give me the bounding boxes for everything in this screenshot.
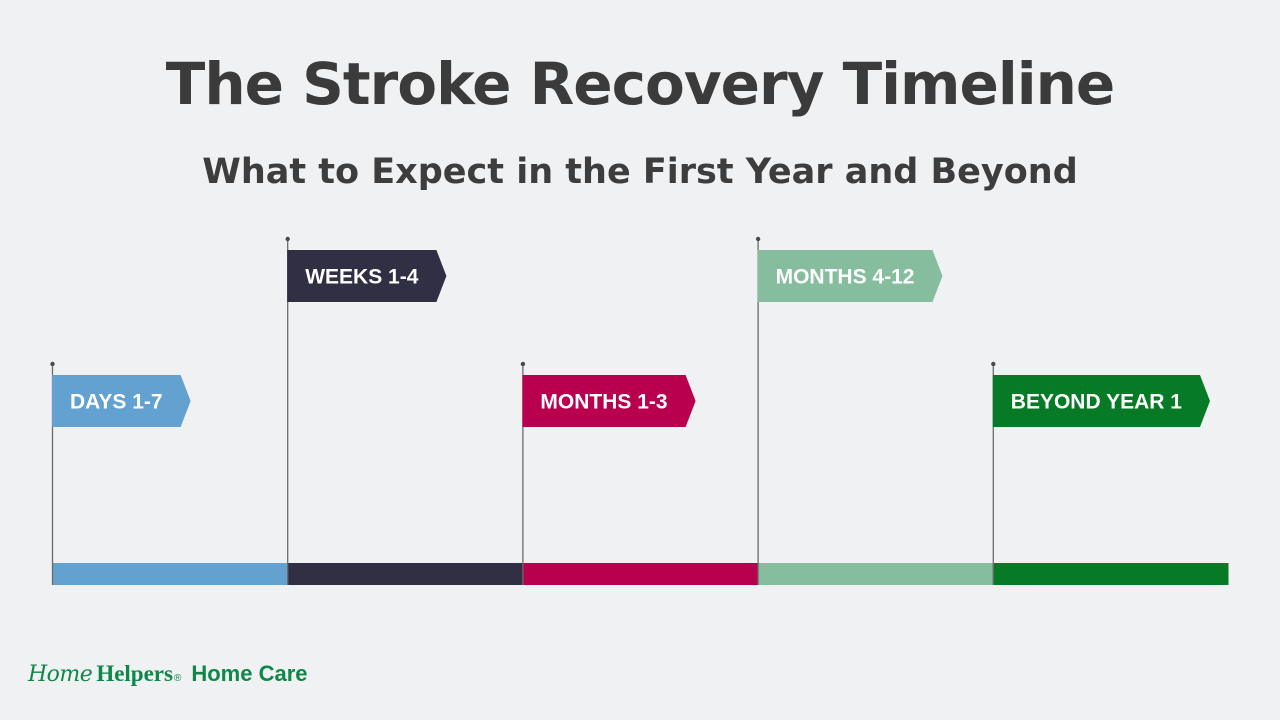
page-subtitle: What to Expect in the First Year and Bey… (202, 152, 1078, 192)
stage-flag: MONTHS 1-3 (522, 375, 696, 427)
stage-flag: DAYS 1-7 (52, 375, 191, 427)
stage-label: DAYS 1-7 (70, 391, 163, 414)
stage-flag-shape (992, 375, 1210, 427)
flag-pole-tip (520, 361, 526, 367)
home-helpers-logo: Home Helpers ® Home Care (28, 661, 308, 693)
stage-flag-shape (52, 375, 191, 427)
stage-flag-shape (287, 250, 447, 302)
registered-mark: ® (173, 673, 182, 684)
stage-flag: BEYOND YEAR 1 (992, 375, 1210, 427)
timeline-bar-segment (522, 563, 759, 585)
stage-flag: MONTHS 4-12 (757, 250, 943, 302)
flag-pole-tip (991, 361, 996, 367)
stage-label: WEEKS 1-4 (305, 266, 419, 289)
flag-pole-tip (285, 236, 290, 242)
timeline-bar-segment (287, 563, 523, 585)
timeline-bar-segment (52, 563, 288, 585)
timeline-bar-segment (757, 563, 994, 585)
page-title: The Stroke Recovery Timeline (165, 50, 1115, 118)
timeline-bar-segment (992, 563, 1229, 585)
brand-name-text: Helpers (96, 661, 173, 686)
stage-label: BEYOND YEAR 1 (1011, 391, 1182, 414)
flag-pole-tip (50, 361, 55, 367)
stage-flag-shape (522, 375, 696, 427)
stage-flag: WEEKS 1-4 (287, 250, 447, 302)
brand-script-text: Home (28, 662, 93, 687)
stage-flag-shape (757, 250, 943, 302)
brand-tagline-text: Home Care (191, 661, 308, 686)
stage-label: MONTHS 4-12 (776, 266, 915, 289)
flag-pole-tip (755, 236, 761, 242)
stage-label: MONTHS 1-3 (540, 391, 667, 414)
